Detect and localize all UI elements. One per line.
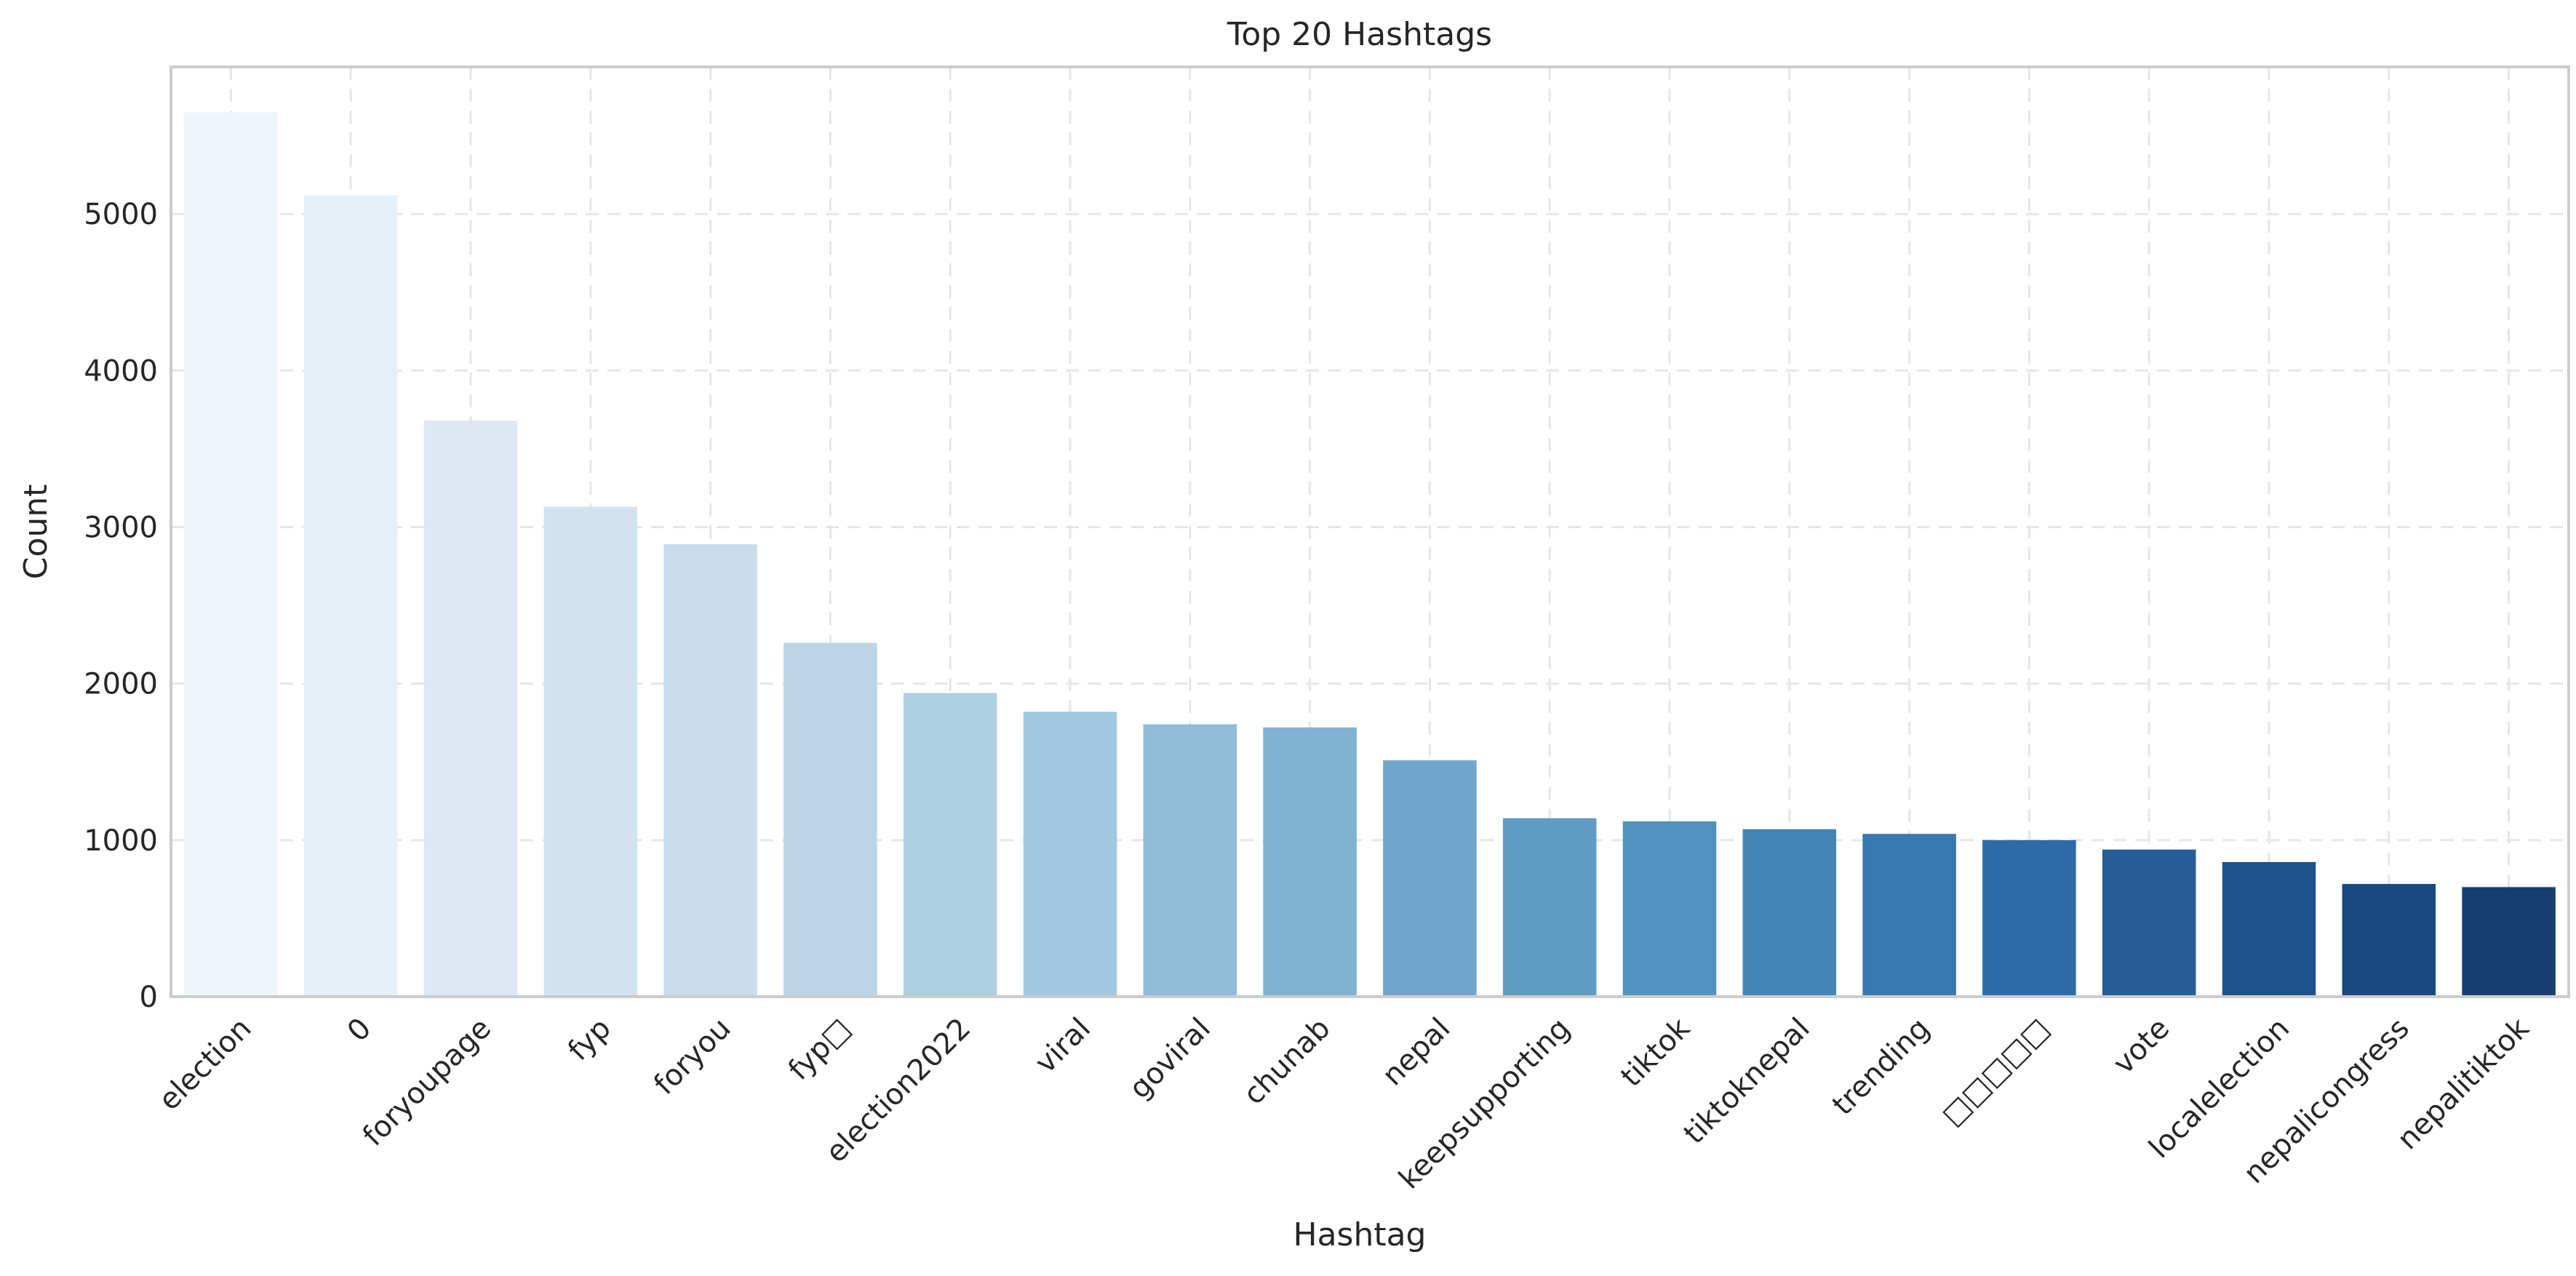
- y-tick-label: 5000: [84, 198, 158, 231]
- y-tick-label: 0: [140, 981, 158, 1014]
- bar-12: [1622, 821, 1717, 997]
- bar-0: [184, 112, 278, 997]
- bar-2: [423, 420, 518, 997]
- x-tick-label: viral: [1029, 1012, 1097, 1080]
- y-tick-label: 2000: [84, 668, 158, 701]
- y-tick-label: 4000: [84, 354, 158, 388]
- plot-frame: [170, 65, 2570, 998]
- x-tick-label: □□□□□: [1935, 1012, 2056, 1133]
- x-tick-label: trending: [1826, 1012, 1937, 1123]
- x-tick-label: tiktoknepal: [1678, 1012, 1817, 1151]
- bar-17: [2222, 861, 2316, 997]
- bar-13: [1742, 829, 1837, 997]
- x-axis-label: Hashtag: [1293, 1216, 1426, 1253]
- bar-1: [303, 195, 398, 997]
- bar-16: [2102, 849, 2196, 997]
- x-tick-label: nepal: [1376, 1012, 1456, 1093]
- x-tick-label: chunab: [1237, 1012, 1337, 1112]
- x-tick-label: foryoupage: [356, 1012, 498, 1153]
- bar-9: [1263, 727, 1357, 997]
- bar-4: [663, 544, 757, 997]
- grid-lines: [171, 67, 2569, 998]
- bar-10: [1383, 760, 1477, 997]
- x-tick-label: tiktok: [1614, 1011, 1696, 1093]
- y-axis-ticks: 0 1000 2000 3000 4000 5000: [84, 198, 158, 1014]
- x-tick-label: foryou: [647, 1012, 737, 1101]
- bars: [184, 112, 2556, 997]
- x-tick-label: fyp□: [782, 1012, 857, 1087]
- bar-5: [783, 642, 877, 997]
- y-tick-label: 3000: [84, 511, 158, 545]
- bar-19: [2462, 887, 2556, 997]
- bar-7: [1023, 711, 1117, 997]
- x-tick-label: fyp: [562, 1012, 618, 1068]
- x-tick-label: election: [153, 1012, 258, 1117]
- bar-11: [1502, 818, 1597, 997]
- bar-6: [903, 693, 997, 997]
- x-tick-label: goviral: [1123, 1012, 1217, 1106]
- x-tick-label: 0: [341, 1012, 378, 1049]
- bar-8: [1143, 724, 1237, 997]
- bar-14: [1862, 834, 1956, 997]
- bar-18: [2342, 884, 2436, 997]
- bar-3: [543, 506, 638, 997]
- bar-15: [1982, 840, 2076, 997]
- y-tick-label: 1000: [84, 824, 158, 858]
- y-axis-label: Count: [17, 485, 55, 580]
- chart-title: Top 20 Hashtags: [1227, 16, 1492, 53]
- x-tick-label: vote: [2107, 1012, 2176, 1081]
